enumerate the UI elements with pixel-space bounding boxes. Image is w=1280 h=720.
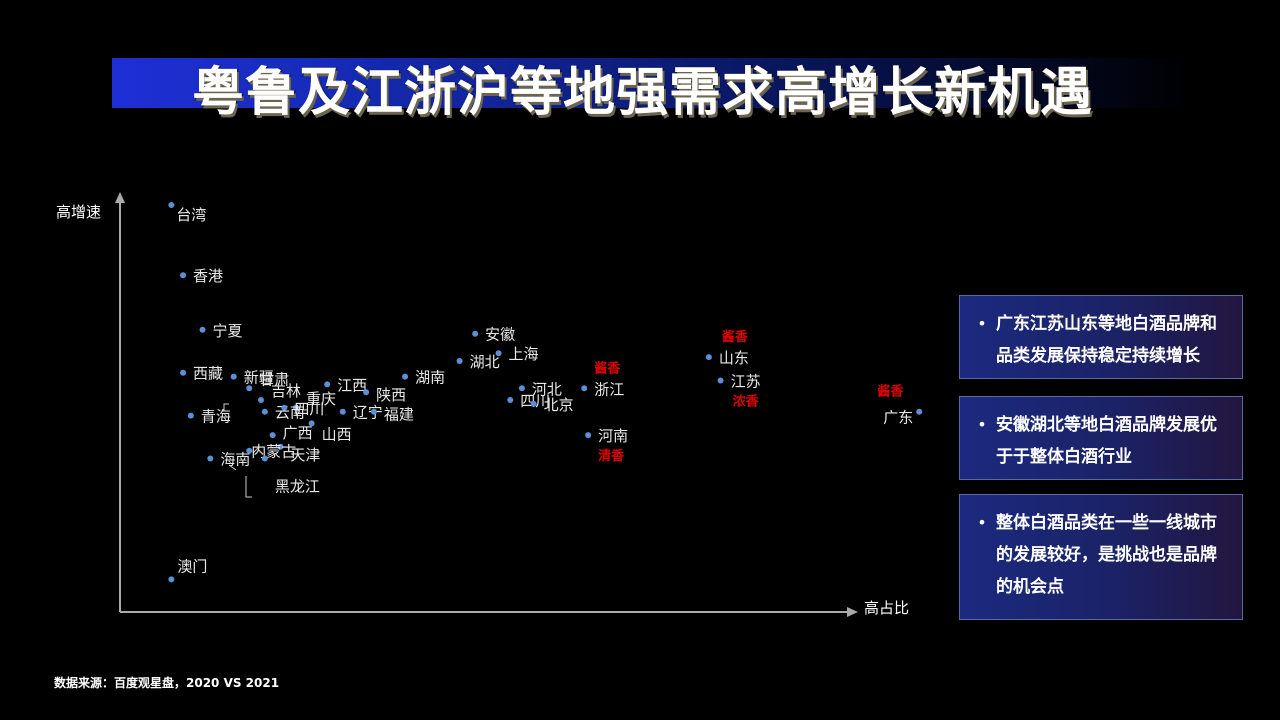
scatter-point	[518, 385, 525, 392]
scatter-point	[261, 455, 268, 462]
point-label: 青海	[201, 408, 231, 426]
point-label: 山东	[719, 349, 749, 367]
scatter-point	[180, 369, 187, 376]
leader-line-guangxi	[252, 446, 260, 454]
aroma-type-tag: 酱香	[877, 384, 904, 400]
scatter-point	[339, 408, 346, 415]
point-label: 重庆	[306, 390, 336, 408]
scatter-point	[257, 397, 264, 403]
aroma-type-tag: 酱香	[722, 329, 749, 345]
scatter-point	[180, 272, 187, 279]
scatter-point	[293, 404, 300, 411]
point-label: 甘肃	[259, 370, 289, 388]
data-source-note: 数据来源：百度观星盘，2020 VS 2021	[54, 676, 280, 690]
insight-panel-3: • 整体白酒品类在一些一线城市的发展较好，是挑战也是品牌的机会点	[959, 494, 1243, 620]
bullet-icon: •	[977, 513, 987, 532]
aroma-type-tag: 清香	[598, 448, 625, 464]
leader-line-gansu	[223, 403, 229, 411]
point-label: 澳门	[177, 557, 207, 575]
scatter-point	[230, 373, 237, 380]
x-axis-label: 高占比	[864, 599, 909, 617]
scatter-point	[402, 373, 409, 380]
leader-line-heilongjiang	[245, 476, 252, 498]
insight-panel-2: • 安徽湖北等地白酒品牌发展优于于整体白酒行业	[959, 396, 1243, 480]
point-label: 河北	[532, 380, 562, 398]
scatter-point	[308, 420, 315, 427]
insight-panel-1: • 广东江苏山东等地白酒品牌和品类发展保持稳定持续增长	[959, 295, 1243, 379]
scatter-point	[246, 447, 253, 454]
bullet-icon: •	[977, 415, 987, 434]
point-label: 湖北	[470, 353, 500, 371]
point-label: 新疆	[244, 369, 274, 387]
point-label: 陕西	[376, 386, 406, 404]
scatter-point	[916, 408, 923, 415]
leader-lines	[223, 403, 260, 498]
scatter-point	[281, 404, 288, 411]
scatter-point	[370, 408, 377, 415]
scatter-point	[585, 432, 592, 439]
scatter-point	[472, 330, 479, 337]
title-bar	[112, 58, 1192, 108]
leader-line-neimenggu	[228, 464, 237, 471]
point-label: 广西	[283, 424, 313, 442]
point-label: 台湾	[176, 206, 206, 224]
scatter-point	[530, 400, 537, 407]
page-title: 粤鲁及江浙沪等地强需求高增长新机遇	[192, 63, 1094, 123]
bullet-icon: •	[977, 314, 987, 333]
scatter-point	[507, 397, 514, 403]
point-label: 河南	[598, 427, 628, 445]
chart-axes: 高增速 高占比	[56, 192, 909, 617]
scatter-point	[705, 354, 712, 361]
point-label: 安徽	[485, 326, 515, 344]
scatter-point	[187, 412, 194, 419]
point-label: 广东	[883, 409, 913, 427]
scatter-point	[324, 381, 331, 388]
point-label: 四川	[520, 392, 550, 410]
insight-text-3: 整体白酒品类在一些一线城市的发展较好，是挑战也是品牌的机会点	[996, 513, 1217, 597]
point-label: 香港	[193, 267, 223, 285]
point-label: 福建	[384, 406, 414, 424]
point-label: 宁夏	[213, 322, 243, 340]
scatter-point	[277, 443, 284, 450]
point-label: 海南	[220, 451, 250, 469]
point-label: 辽宁	[353, 404, 383, 422]
y-axis-label: 高增速	[56, 203, 101, 221]
point-label: 江苏	[731, 373, 761, 391]
scatter-point	[363, 389, 370, 396]
aroma-type-tag: 酱香	[594, 360, 621, 376]
scatter-point	[581, 385, 588, 392]
aroma-type-tag: 浓香	[733, 394, 760, 410]
scatter-point	[456, 358, 463, 364]
point-label: 山西	[322, 425, 352, 443]
scatter-point	[717, 377, 724, 384]
point-label: 四川	[294, 400, 324, 418]
point-label: 天津	[290, 446, 320, 464]
insight-text-2: 安徽湖北等地白酒品牌发展优于于整体白酒行业	[996, 415, 1217, 467]
point-label: 上海	[509, 345, 539, 363]
point-label: 吉林	[271, 382, 301, 400]
scatter-point	[246, 385, 253, 392]
point-label: 西藏	[193, 365, 223, 383]
point-label: 北京	[544, 396, 574, 414]
point-label: 黑龙江	[275, 478, 320, 496]
point-label: 内蒙古	[251, 443, 296, 461]
scatter-point	[261, 408, 268, 415]
point-label: 浙江	[594, 380, 624, 398]
scatter-point	[269, 432, 276, 439]
y-axis-arrow	[115, 192, 125, 203]
scatter-point	[168, 576, 175, 583]
x-axis-arrow	[847, 607, 858, 617]
point-label: 湖南	[415, 369, 445, 387]
scatter-point	[495, 350, 502, 357]
point-label: 江西	[337, 376, 367, 394]
scatter-point	[207, 455, 214, 462]
scatter-point	[168, 202, 175, 208]
scatter-point	[199, 326, 206, 333]
insight-text-1: 广东江苏山东等地白酒品牌和品类发展保持稳定持续增长	[996, 314, 1217, 366]
